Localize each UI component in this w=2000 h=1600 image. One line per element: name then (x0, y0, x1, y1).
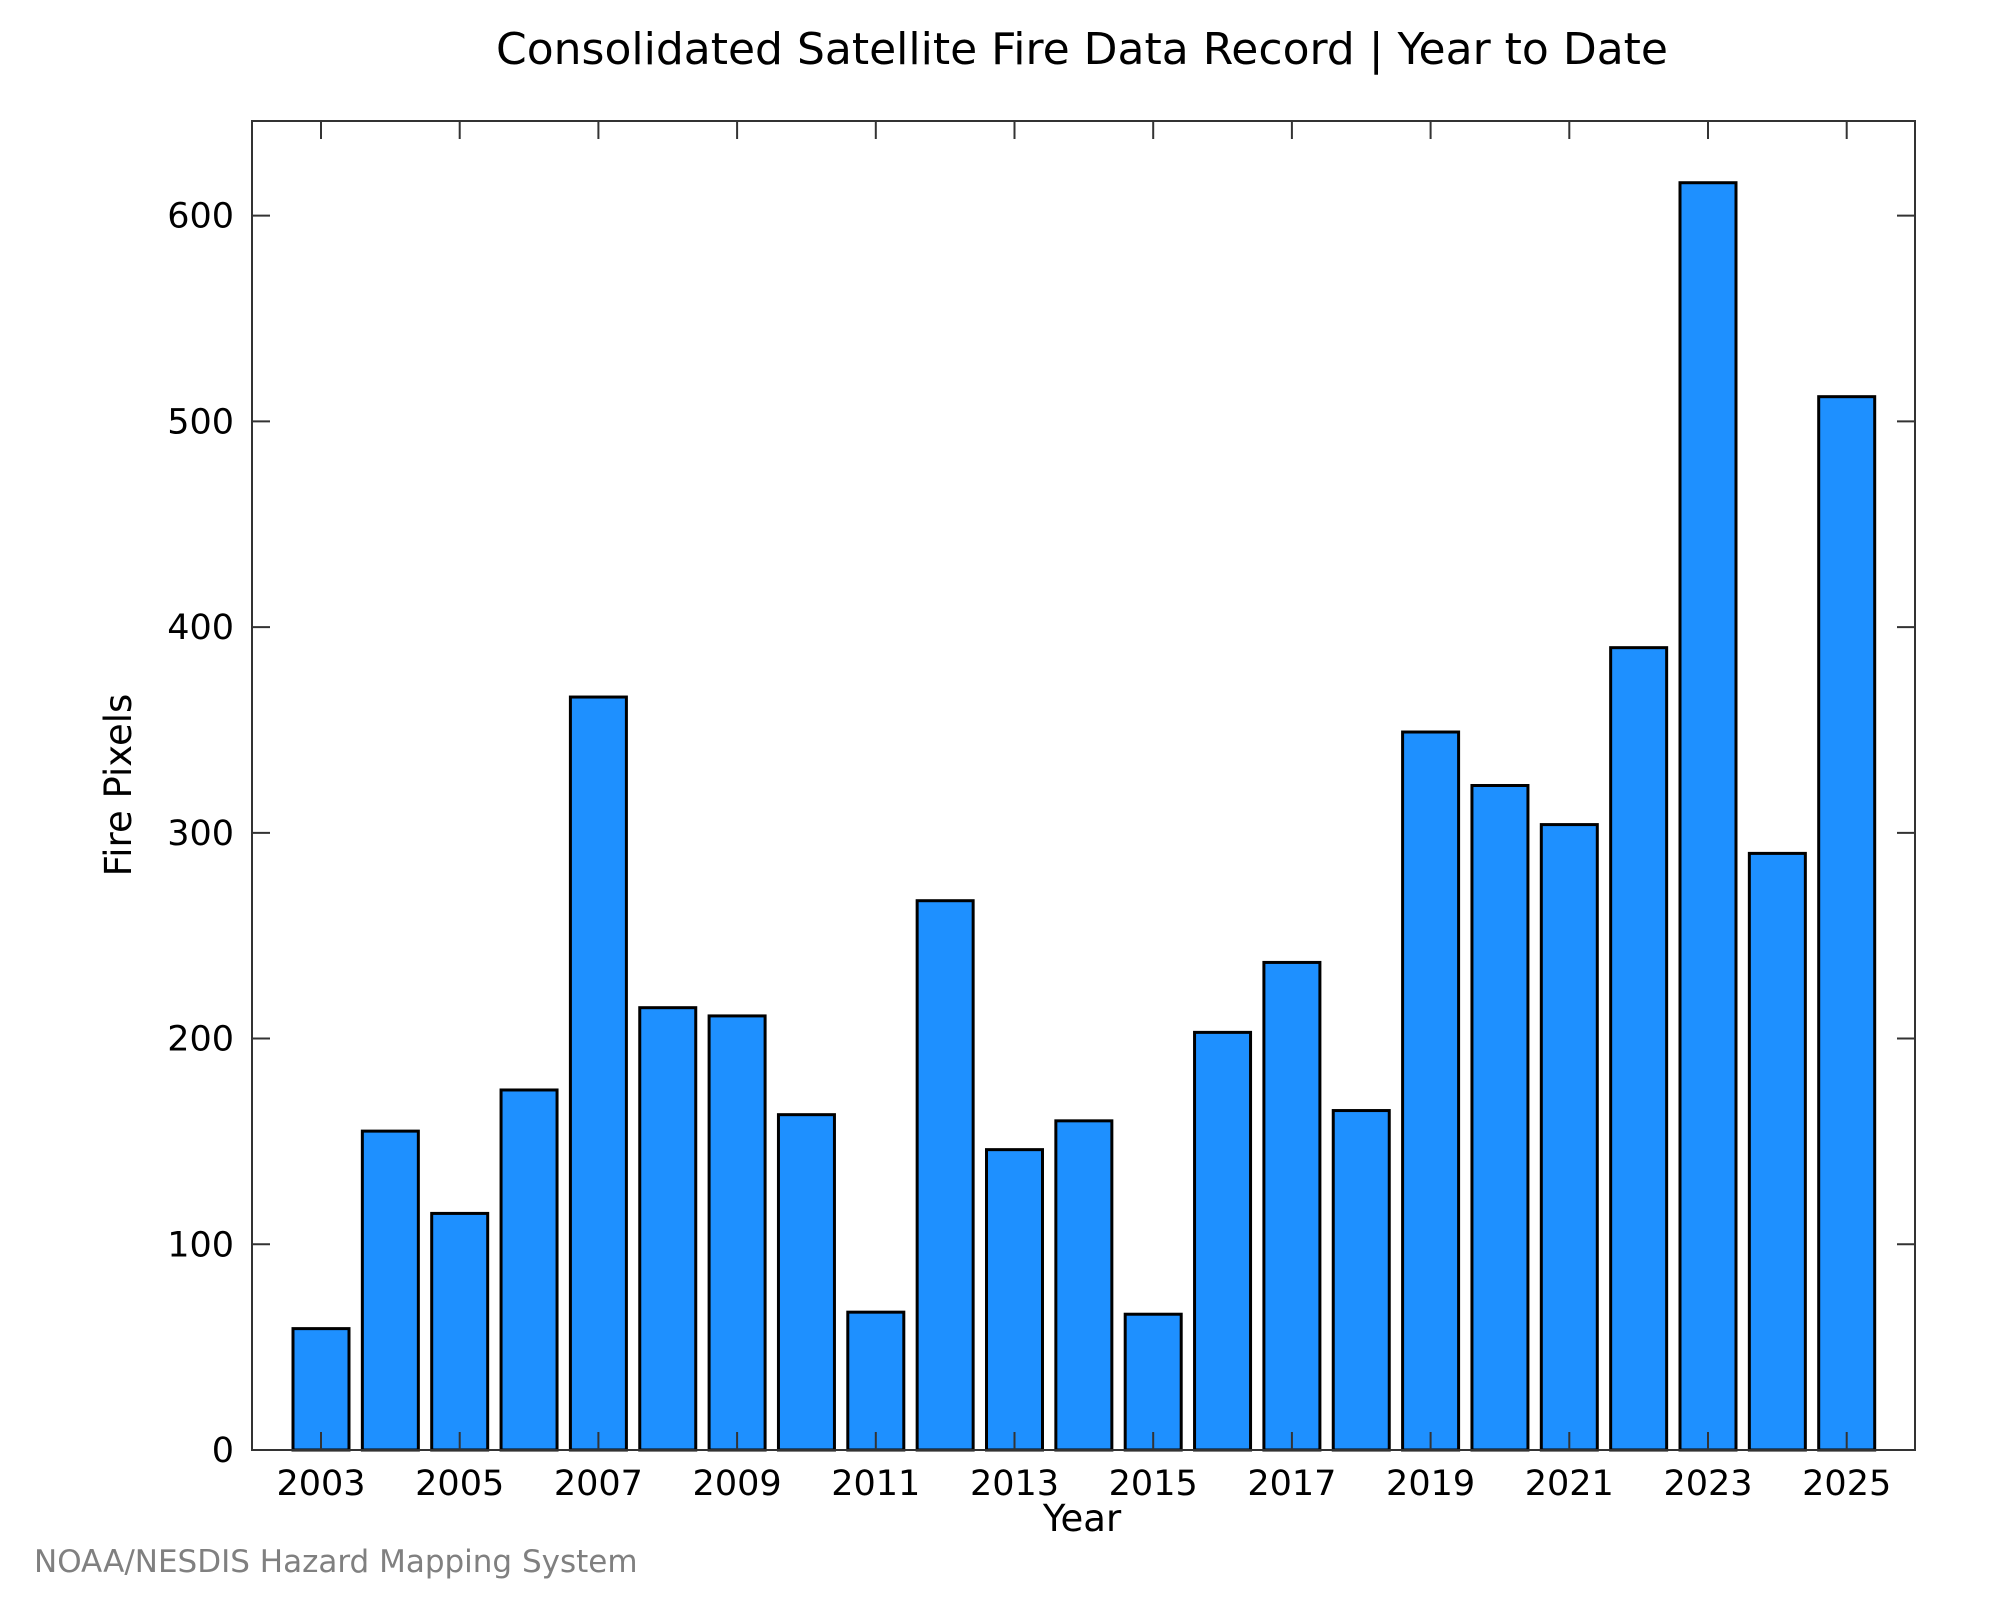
bar-2019 (1401, 730, 1461, 1452)
y-tick-label-600: 600 (167, 197, 234, 237)
bar-2004 (360, 1129, 420, 1452)
bar-2020 (1470, 784, 1530, 1452)
x-tick-label-2021: 2021 (1525, 1464, 1614, 1504)
bar-2017 (1262, 960, 1322, 1452)
bar-2025 (1817, 395, 1877, 1452)
bar-2022 (1609, 646, 1669, 1452)
y-axis-label: Fire Pixels (97, 694, 140, 877)
y-tick-label-500: 500 (167, 402, 234, 442)
bar-2005 (430, 1211, 490, 1452)
bar-2016 (1193, 1030, 1253, 1452)
bar-2024 (1747, 851, 1807, 1452)
x-tick-label-2009: 2009 (693, 1464, 782, 1504)
x-tick-label-2025: 2025 (1802, 1464, 1891, 1504)
bar-2003 (291, 1327, 351, 1452)
bar-2023 (1678, 181, 1738, 1452)
y-tick-label-200: 200 (167, 1020, 234, 1060)
bar-2015 (1123, 1312, 1183, 1452)
plot-frame (251, 120, 1916, 1451)
bars-group (291, 181, 1877, 1452)
x-tick-label-2007: 2007 (554, 1464, 643, 1504)
y-tick-label-0: 0 (212, 1431, 234, 1471)
bar-2021 (1539, 823, 1599, 1452)
bar-2018 (1331, 1109, 1391, 1452)
bar-2007 (568, 695, 628, 1452)
bar-2006 (499, 1088, 559, 1452)
bar-2010 (776, 1113, 836, 1452)
bar-2009 (707, 1014, 767, 1452)
y-tick-label-400: 400 (167, 608, 234, 648)
bar-2012 (915, 899, 975, 1452)
x-tick-label-2013: 2013 (970, 1464, 1059, 1504)
bar-2014 (1054, 1119, 1114, 1452)
x-tick-label-2011: 2011 (831, 1464, 920, 1504)
credit-text: NOAA/NESDIS Hazard Mapping System (34, 1544, 638, 1580)
y-tick-label-100: 100 (167, 1225, 234, 1265)
bar-2008 (638, 1006, 698, 1452)
x-tick-label-2019: 2019 (1386, 1464, 1475, 1504)
x-axis-label: Year (1042, 1497, 1122, 1540)
x-tick-label-2017: 2017 (1247, 1464, 1336, 1504)
ticks-group: 0 100 200 300 400 500 600 2003 2005 2007 2009 2011 2… (167, 121, 1915, 1504)
chart-title: Consolidated Satellite Fire Data Record … (496, 24, 1668, 75)
y-tick-label-300: 300 (167, 814, 234, 854)
x-tick-label-2005: 2005 (415, 1464, 504, 1504)
x-tick-label-2003: 2003 (276, 1464, 365, 1504)
x-tick-label-2015: 2015 (1109, 1464, 1198, 1504)
bar-2011 (846, 1310, 906, 1452)
bar-2013 (985, 1148, 1044, 1452)
x-tick-label-2023: 2023 (1663, 1464, 1752, 1504)
